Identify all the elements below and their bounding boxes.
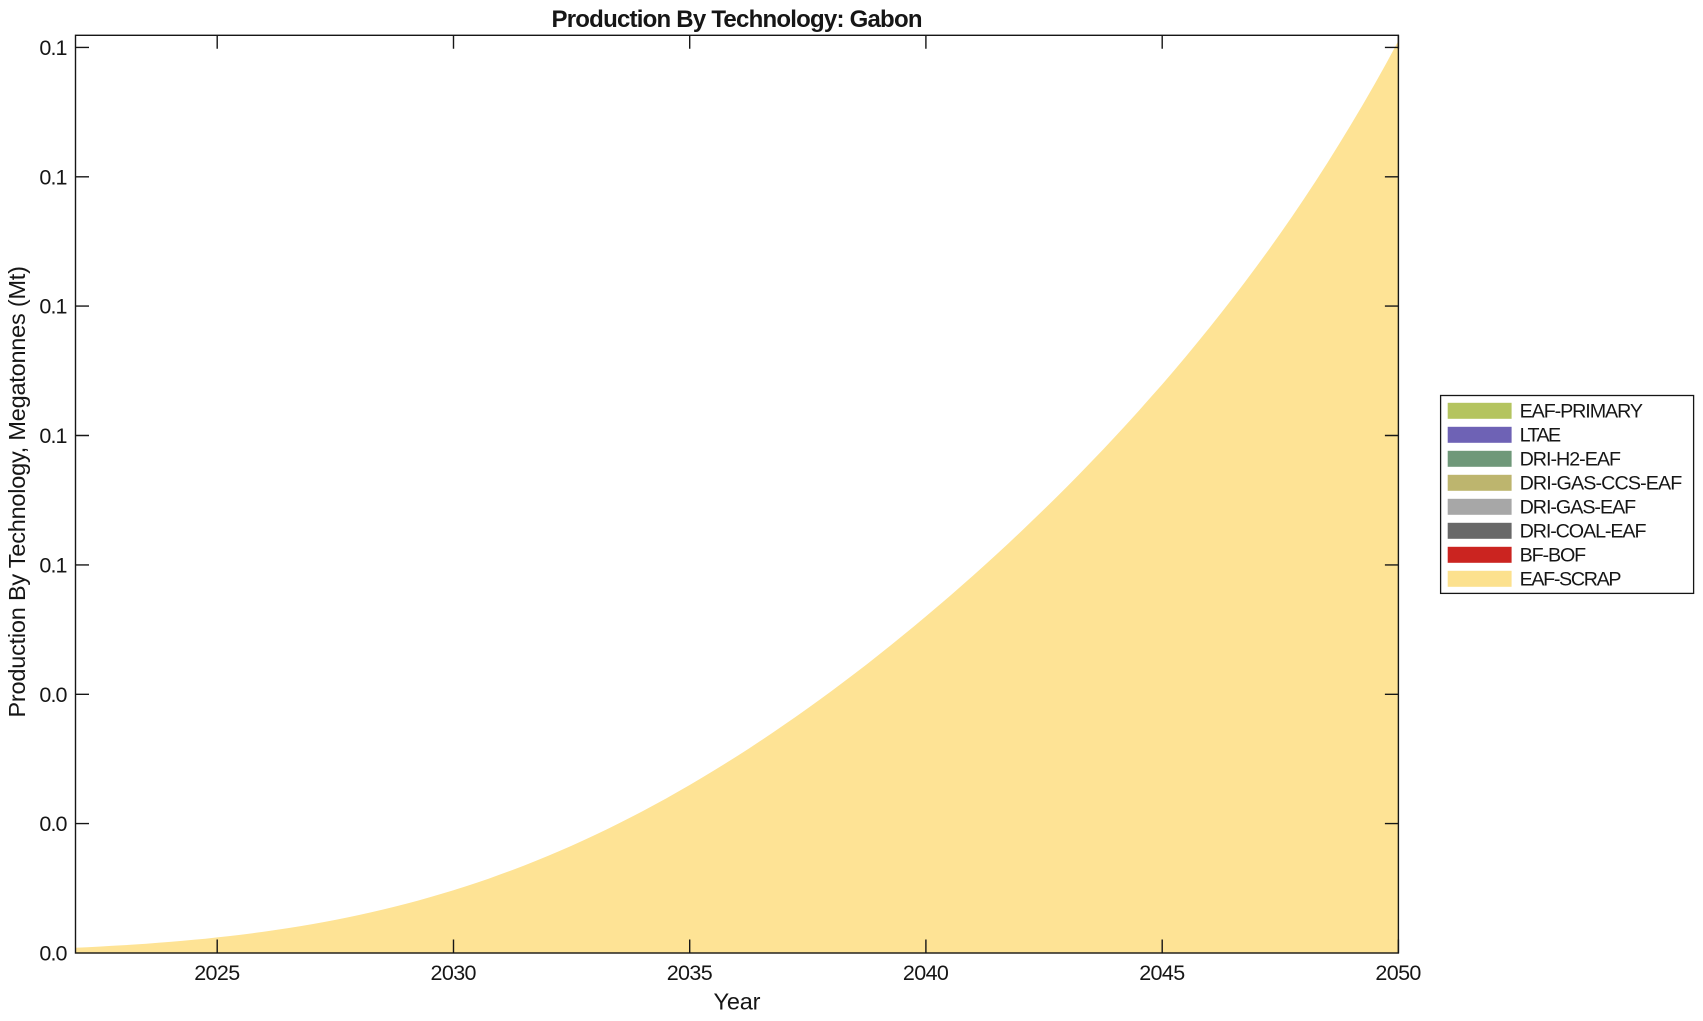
- svg-text:2045: 2045: [1139, 961, 1185, 985]
- svg-text:0.1: 0.1: [39, 36, 67, 60]
- svg-text:2035: 2035: [667, 961, 713, 985]
- svg-text:BF-BOF: BF-BOF: [1520, 545, 1587, 567]
- svg-text:LTAE: LTAE: [1520, 425, 1562, 447]
- svg-text:2050: 2050: [1375, 961, 1421, 985]
- svg-text:0.1: 0.1: [39, 553, 67, 577]
- svg-text:2030: 2030: [431, 961, 477, 985]
- svg-text:DRI-GAS-EAF: DRI-GAS-EAF: [1520, 497, 1637, 519]
- svg-text:EAF-PRIMARY: EAF-PRIMARY: [1520, 401, 1643, 423]
- svg-text:Year: Year: [714, 989, 761, 1015]
- svg-text:0.1: 0.1: [39, 165, 67, 189]
- svg-text:0.1: 0.1: [39, 424, 67, 448]
- svg-text:0.0: 0.0: [39, 812, 67, 836]
- svg-text:0.0: 0.0: [39, 942, 67, 966]
- svg-text:DRI-COAL-EAF: DRI-COAL-EAF: [1520, 521, 1647, 543]
- svg-text:2040: 2040: [903, 961, 949, 985]
- svg-text:0.1: 0.1: [39, 295, 67, 319]
- svg-text:0.0: 0.0: [39, 683, 67, 707]
- svg-text:DRI-GAS-CCS-EAF: DRI-GAS-CCS-EAF: [1520, 473, 1683, 495]
- svg-text:EAF-SCRAP: EAF-SCRAP: [1520, 569, 1622, 591]
- svg-text:2025: 2025: [194, 961, 240, 985]
- svg-text:Production By Technology: Gabo: Production By Technology: Gabon: [552, 6, 923, 33]
- svg-text:Production By Technology, Mega: Production By Technology, Megatonnes (Mt…: [4, 266, 30, 718]
- svg-text:DRI-H2-EAF: DRI-H2-EAF: [1520, 449, 1621, 471]
